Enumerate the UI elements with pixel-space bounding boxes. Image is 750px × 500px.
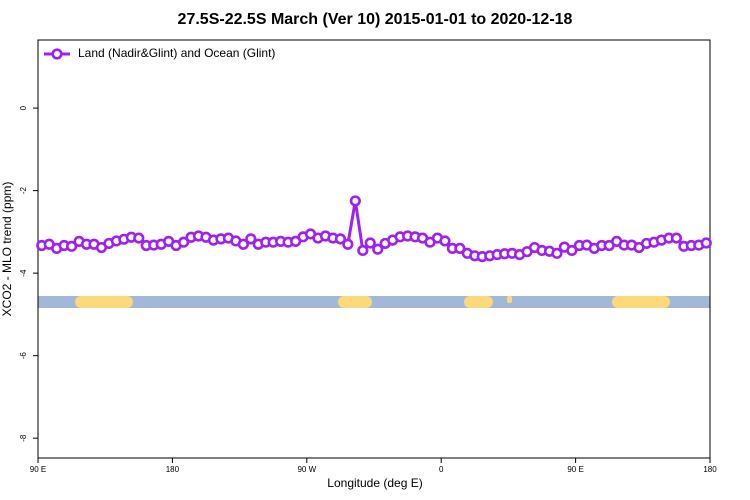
land-patch [464, 296, 493, 308]
chart-title: 27.5S-22.5S March (Ver 10) 2015-01-01 to… [178, 11, 573, 28]
y-tick-label: -2 [19, 187, 28, 195]
x-tick-label: 0 [439, 465, 444, 474]
x-tick-label: 90 W [297, 465, 316, 474]
data-point [349, 195, 361, 207]
data-point [364, 237, 376, 249]
data-point [133, 232, 145, 244]
x-tick-label: 90 E [567, 465, 583, 474]
data-point [566, 244, 578, 257]
y-tick-label: -6 [19, 352, 28, 360]
ocean-band [38, 296, 710, 308]
data-point [342, 238, 354, 250]
land-patch [75, 296, 133, 308]
land-ocean-strip [38, 296, 710, 308]
x-axis-label: Longitude (deg E) [327, 476, 422, 490]
x-tick-label: 180 [166, 465, 180, 474]
y-tick-label: 0 [19, 105, 28, 110]
x-tick-label: 180 [703, 465, 717, 474]
data-point [670, 232, 683, 244]
data-point [454, 242, 466, 254]
land-patch [338, 296, 372, 308]
data-point [700, 237, 712, 249]
y-tick-label: -4 [19, 269, 28, 277]
legend-label: Land (Nadir&Glint) and Ocean (Glint) [78, 46, 275, 60]
y-axis-label: XCO2 - MLO trend (ppm) [0, 182, 14, 317]
data-point [65, 240, 78, 252]
x-tick-label: 90 E [30, 465, 46, 474]
data-point [245, 233, 257, 245]
data-point [439, 235, 451, 247]
land-patch [507, 296, 512, 303]
data-point [551, 247, 563, 259]
data-point [237, 238, 249, 250]
legend-marker [51, 48, 63, 60]
data-point [178, 236, 190, 248]
data-point [357, 244, 369, 257]
data-point [372, 243, 384, 255]
land-patch [612, 296, 670, 308]
data-point [334, 233, 347, 245]
y-tick-label: -8 [19, 434, 28, 442]
